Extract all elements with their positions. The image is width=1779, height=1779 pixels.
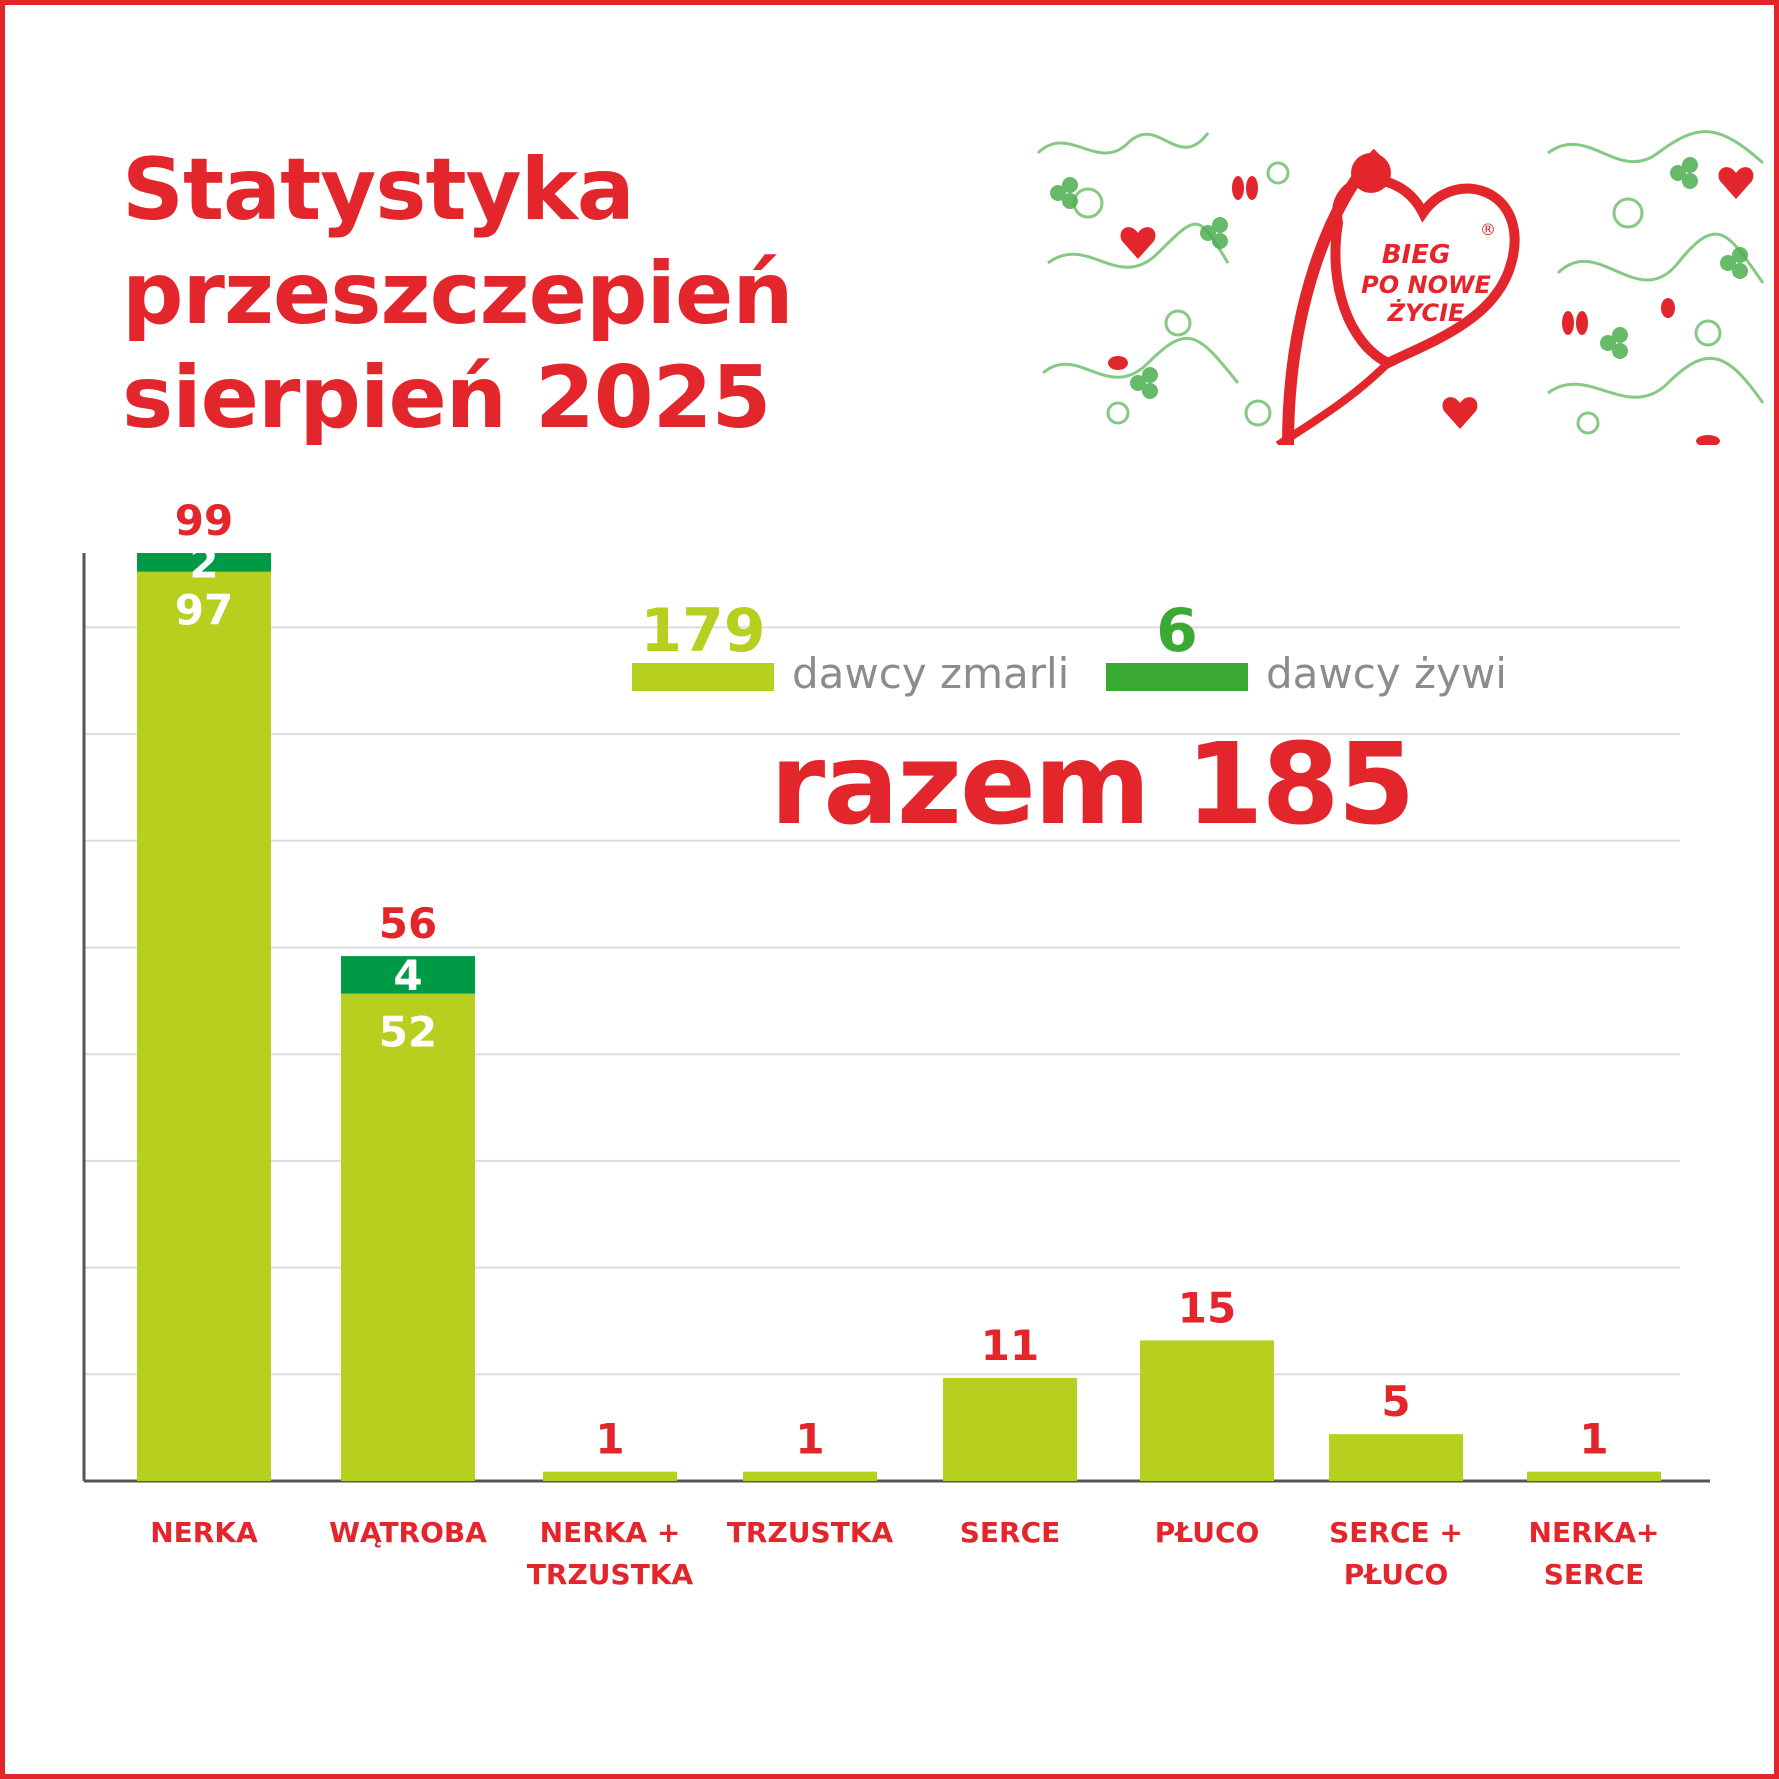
title-line-1: Statystyka xyxy=(122,140,635,240)
floral-pattern xyxy=(1036,130,1765,435)
category-label: TRZUSTKA xyxy=(527,1558,694,1591)
bar-total-label: 5 xyxy=(1381,1377,1410,1426)
bar-living xyxy=(137,553,271,572)
bieg-po-nowe-zycie-logo: BIEG PO NOWE ŻYCIE ® xyxy=(1028,113,1770,445)
page-title: Statystyka przeszczepień sierpień 2025 xyxy=(122,138,794,450)
bar-total-label: 1 xyxy=(795,1415,824,1464)
title-line-3: sierpień 2025 xyxy=(122,348,771,448)
bar-living xyxy=(341,956,475,994)
legend-living-label: dawcy żywi xyxy=(1266,649,1507,698)
legend-deceased-count: 179 xyxy=(640,596,766,666)
bar-total-label: 1 xyxy=(595,1415,624,1464)
logo-text-line-3: ŻYCIE xyxy=(1387,298,1465,327)
bar-deceased xyxy=(943,1377,1077,1481)
category-label: WĄTROBA xyxy=(329,1516,487,1549)
bar-deceased-value: 52 xyxy=(379,1008,437,1057)
total-transplants: razem 185 xyxy=(770,720,1415,850)
bar-deceased xyxy=(1527,1471,1661,1481)
bar-deceased xyxy=(341,993,475,1481)
bar-deceased xyxy=(543,1471,677,1481)
bar-deceased xyxy=(1140,1340,1274,1481)
category-label: PŁUCO xyxy=(1155,1516,1260,1549)
title-line-2: przeszczepień xyxy=(122,244,794,344)
bar-total-label: 11 xyxy=(981,1321,1039,1370)
bar-total-label: 56 xyxy=(379,899,437,948)
bar-deceased xyxy=(1329,1434,1463,1481)
category-label: PŁUCO xyxy=(1344,1558,1449,1591)
category-label: SERCE xyxy=(960,1516,1061,1549)
category-label: SERCE + xyxy=(1329,1516,1463,1549)
category-label: NERKA + xyxy=(540,1516,681,1549)
heart-logo: BIEG PO NOWE ŻYCIE ® xyxy=(1275,148,1520,445)
bar-deceased xyxy=(743,1471,877,1481)
category-label: SERCE xyxy=(1544,1558,1645,1591)
category-label: TRZUSTKA xyxy=(727,1516,894,1549)
category-label: NERKA+ xyxy=(1529,1516,1660,1549)
category-label: NERKA xyxy=(150,1516,258,1549)
legend-living-count: 6 xyxy=(1156,596,1198,666)
bar-deceased-value: 97 xyxy=(175,586,233,635)
bar-total-label: 15 xyxy=(1178,1283,1236,1332)
legend-living-swatch xyxy=(1106,663,1248,691)
bar-total-label: 1 xyxy=(1579,1415,1608,1464)
organ-icons xyxy=(1108,167,1754,445)
legend-deceased-swatch xyxy=(632,663,774,691)
bar-living-value: 2 xyxy=(189,538,218,587)
logo-text-line-1: BIEG xyxy=(1382,240,1451,270)
logo-text-line-2: PO NOWE xyxy=(1361,271,1491,299)
legend-deceased-label: dawcy zmarli xyxy=(792,649,1070,698)
bar-deceased xyxy=(137,571,271,1481)
bar-living-value: 4 xyxy=(393,951,422,1000)
clover-icons xyxy=(1050,157,1748,399)
bar-total-label: 99 xyxy=(175,496,233,545)
registered-mark: ® xyxy=(1480,220,1496,239)
